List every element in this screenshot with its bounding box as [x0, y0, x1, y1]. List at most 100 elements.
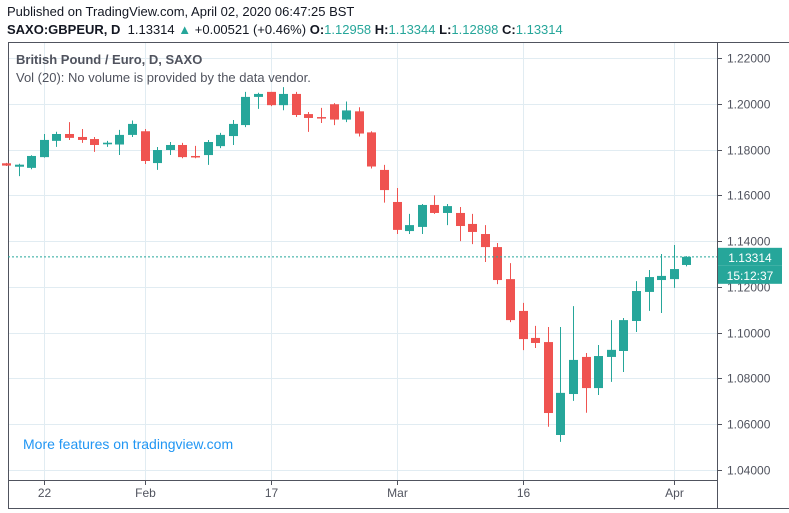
candle — [380, 164, 389, 203]
candle — [430, 195, 439, 214]
candle-body — [682, 256, 691, 265]
candle-body — [52, 133, 61, 141]
candle — [267, 91, 276, 107]
candle — [15, 163, 24, 177]
last-price-tag-text: 1.13314 — [728, 251, 772, 265]
candle — [317, 107, 326, 124]
candle — [493, 242, 502, 285]
y-tick-label: 1.04000 — [727, 464, 771, 478]
candle — [569, 306, 578, 401]
candle — [468, 213, 477, 245]
y-tick-label: 1.22000 — [727, 52, 771, 66]
candle — [40, 133, 49, 158]
candle-body — [418, 204, 427, 227]
candle-body — [355, 111, 364, 134]
candle — [153, 147, 162, 170]
candle — [405, 213, 414, 235]
candle — [241, 91, 250, 128]
high-value: 1.13344 — [388, 22, 436, 37]
candle — [519, 302, 528, 351]
candle — [342, 101, 351, 123]
close-label: C: — [502, 22, 516, 37]
x-tick-label: 16 — [517, 486, 531, 500]
countdown-tag — [718, 265, 782, 284]
candle-body — [15, 164, 24, 167]
published-line: Published on TradingView.com, April 02, … — [7, 4, 355, 19]
candle-body — [279, 93, 288, 106]
low-value: 1.12898 — [451, 22, 499, 37]
candle-body — [141, 131, 150, 162]
candle-body — [204, 142, 213, 156]
candle-body — [317, 117, 326, 119]
candle-body — [569, 359, 578, 395]
candle-body — [645, 277, 654, 292]
candle — [393, 188, 402, 235]
y-tick-label: 1.06000 — [727, 418, 771, 432]
candle-body — [115, 134, 124, 145]
candle-body — [27, 155, 36, 168]
candle-body — [405, 225, 414, 232]
up-triangle-icon: ▲ — [178, 22, 192, 37]
candle-body — [2, 163, 11, 166]
candle — [229, 120, 238, 145]
candle — [78, 128, 87, 143]
candle — [594, 345, 603, 395]
candle-body — [153, 150, 162, 164]
candle-body — [544, 342, 553, 414]
candle-body — [607, 349, 616, 357]
candle-body — [65, 133, 74, 138]
candle-body — [443, 206, 452, 213]
candle — [90, 136, 99, 152]
candle-body — [292, 93, 301, 115]
more-features-link[interactable]: More features on tradingview.com — [23, 436, 234, 452]
candle-body — [103, 142, 112, 145]
x-tick-label: 17 — [265, 486, 279, 500]
candle-body — [90, 139, 99, 145]
high-label: H: — [374, 22, 389, 37]
candle-body — [254, 93, 263, 97]
candle — [216, 132, 225, 149]
candle-body — [619, 320, 628, 351]
candle — [418, 204, 427, 235]
candle-body — [481, 234, 490, 248]
candle-body — [342, 110, 351, 120]
low-label: L: — [439, 22, 452, 37]
candle — [619, 318, 628, 373]
candle — [506, 263, 515, 323]
candle-body — [531, 337, 540, 343]
candle-body — [166, 144, 175, 151]
candle — [204, 139, 213, 165]
candle-body — [178, 144, 187, 158]
price-change: +0.00521 (+0.46%) — [194, 22, 307, 37]
candle-body — [594, 356, 603, 389]
candle — [670, 245, 679, 288]
candle-body — [556, 392, 565, 435]
candle — [645, 269, 654, 311]
candle-body — [632, 291, 641, 322]
candle — [65, 122, 74, 140]
candle-body — [670, 269, 679, 280]
candle — [128, 120, 137, 137]
candle — [632, 281, 641, 332]
x-tick-label: Feb — [135, 486, 156, 500]
y-tick-label: 1.14000 — [727, 235, 771, 249]
y-tick-label: 1.10000 — [727, 327, 771, 341]
candle-body — [191, 155, 200, 158]
last-price-tag — [718, 247, 782, 266]
candle — [682, 256, 691, 267]
candle — [27, 155, 36, 170]
candle-body — [468, 223, 477, 232]
volume-legend: Vol (20): No volume is provided by the d… — [16, 70, 311, 85]
candle — [279, 87, 288, 111]
x-tick-label: 22 — [38, 486, 52, 500]
candle — [2, 162, 11, 167]
y-tick-label: 1.20000 — [727, 98, 771, 112]
candle-body — [430, 204, 439, 213]
candle — [166, 142, 175, 156]
candle-body — [78, 136, 87, 140]
open-label: O: — [309, 22, 325, 37]
candle — [115, 129, 124, 156]
candle — [103, 140, 112, 147]
last-price: 1.13314 — [127, 22, 175, 37]
